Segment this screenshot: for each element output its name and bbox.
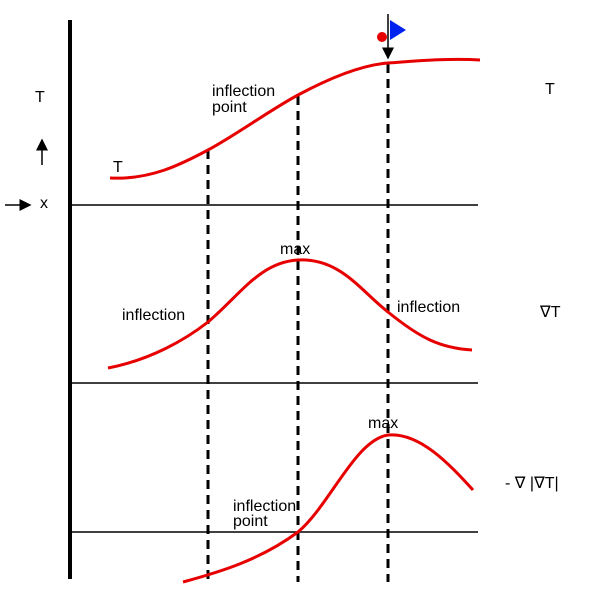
annotation: max bbox=[368, 415, 398, 432]
red-dot bbox=[377, 32, 387, 42]
gradient-curve bbox=[107, 258, 473, 370]
blue-flag bbox=[390, 20, 406, 40]
annotation: inflection bbox=[233, 498, 296, 515]
temperature-curve bbox=[109, 57, 481, 180]
annotation: inflection bbox=[397, 299, 460, 316]
annotation: max bbox=[280, 241, 310, 258]
panel-label: - ∇ |∇T| bbox=[505, 475, 559, 492]
second-derivative-curve bbox=[182, 433, 475, 584]
annotation: inflection bbox=[122, 307, 185, 324]
annotation: point bbox=[212, 99, 247, 116]
x-label: x bbox=[40, 195, 48, 212]
panel-label: ∇T bbox=[539, 304, 561, 321]
annotation: inflection bbox=[212, 83, 275, 100]
annotation: point bbox=[233, 513, 268, 530]
panel-label: T bbox=[545, 81, 555, 98]
curve-label: T bbox=[113, 159, 123, 176]
y-label: T bbox=[35, 89, 45, 106]
